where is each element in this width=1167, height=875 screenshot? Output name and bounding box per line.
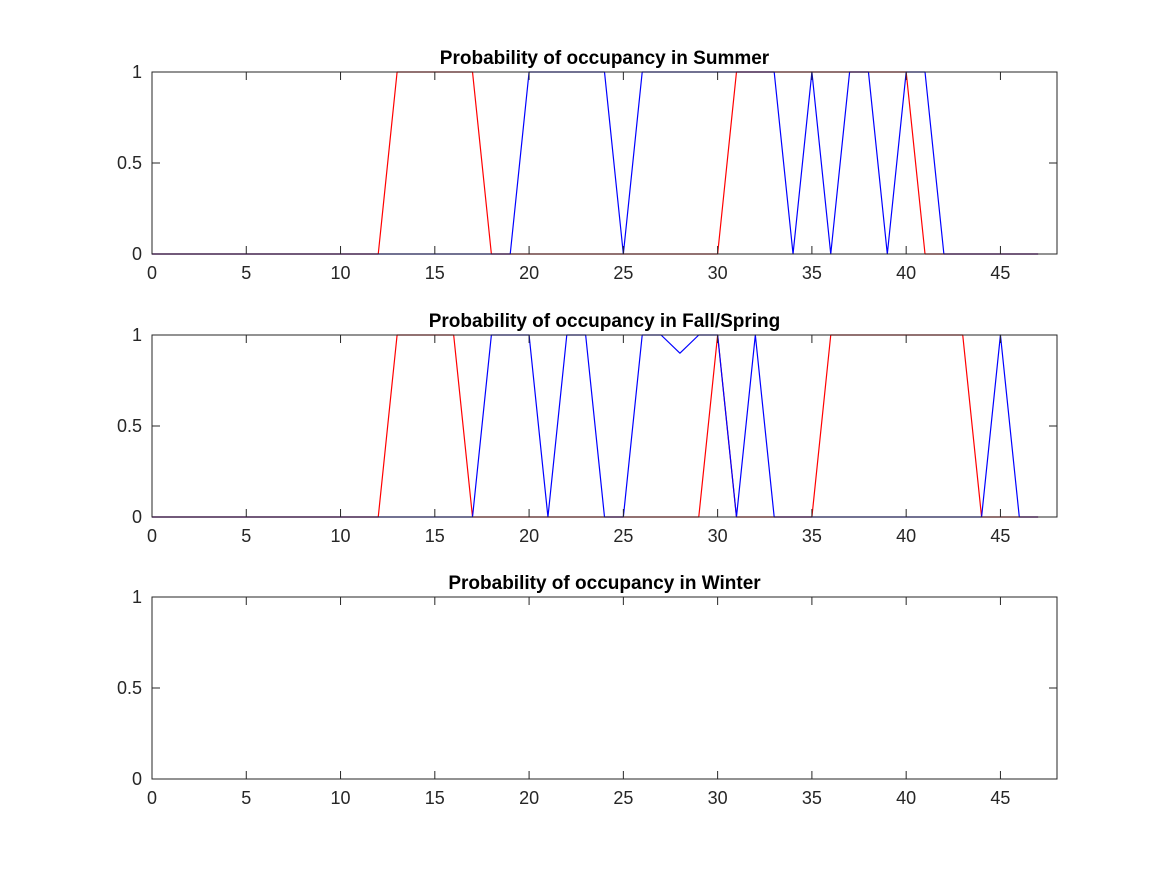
y-tick-label: 0.5 xyxy=(117,416,142,436)
chart-title: Probability of occupancy in Winter xyxy=(448,573,761,594)
x-tick-label: 0 xyxy=(147,263,157,283)
x-tick-label: 15 xyxy=(425,526,445,546)
x-tick-label: 30 xyxy=(708,263,728,283)
x-tick-label: 0 xyxy=(147,788,157,808)
x-tick-label: 40 xyxy=(896,788,916,808)
y-tick-label: 0 xyxy=(132,769,142,789)
chart-title: Probability of occupancy in Summer xyxy=(440,48,770,69)
y-tick-label: 0 xyxy=(132,244,142,264)
x-tick-label: 25 xyxy=(613,263,633,283)
x-tick-label: 15 xyxy=(425,788,445,808)
y-tick-label: 0.5 xyxy=(117,678,142,698)
x-tick-label: 40 xyxy=(896,526,916,546)
x-tick-label: 5 xyxy=(241,263,251,283)
y-tick-label: 0.5 xyxy=(117,153,142,173)
axes-box xyxy=(151,596,1058,780)
x-tick-label: 20 xyxy=(519,526,539,546)
y-tick-label: 1 xyxy=(132,62,142,82)
x-tick-label: 30 xyxy=(708,788,728,808)
x-tick-label: 40 xyxy=(896,263,916,283)
x-tick-label: 45 xyxy=(990,788,1010,808)
x-tick-label: 10 xyxy=(331,263,351,283)
x-tick-label: 5 xyxy=(241,526,251,546)
y-tick-label: 0 xyxy=(132,507,142,527)
x-tick-label: 35 xyxy=(802,526,822,546)
x-tick-label: 45 xyxy=(990,263,1010,283)
x-tick-label: 5 xyxy=(241,788,251,808)
x-tick-label: 10 xyxy=(331,788,351,808)
x-tick-label: 45 xyxy=(990,526,1010,546)
x-tick-label: 10 xyxy=(331,526,351,546)
x-tick-label: 35 xyxy=(802,263,822,283)
x-tick-label: 35 xyxy=(802,788,822,808)
axes-box xyxy=(151,71,1058,255)
y-tick-label: 1 xyxy=(132,325,142,345)
chart-title: Probability of occupancy in Fall/Spring xyxy=(429,311,781,332)
x-tick-label: 20 xyxy=(519,788,539,808)
x-tick-label: 25 xyxy=(613,526,633,546)
axes-box xyxy=(151,334,1058,518)
y-tick-label: 1 xyxy=(132,587,142,607)
x-tick-label: 25 xyxy=(613,788,633,808)
subplot-2: Probability of occupancy in Fall/Spring 0… xyxy=(117,311,1058,546)
x-tick-label: 0 xyxy=(147,526,157,546)
x-tick-label: 30 xyxy=(708,526,728,546)
x-tick-label: 15 xyxy=(425,263,445,283)
x-tick-label: 20 xyxy=(519,263,539,283)
